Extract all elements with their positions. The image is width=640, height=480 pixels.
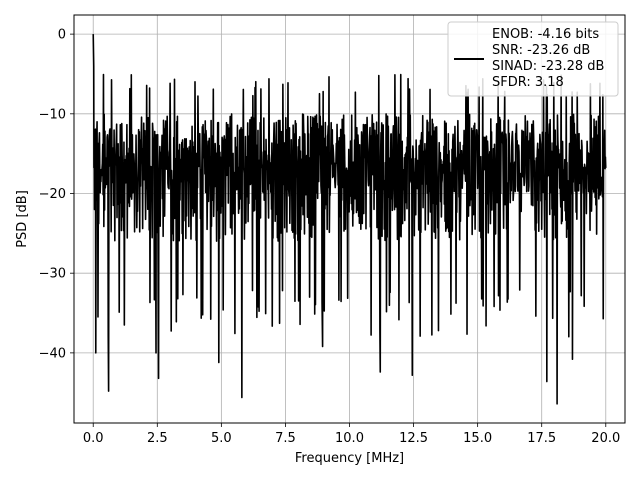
y-tick-label: −40 bbox=[39, 346, 66, 361]
legend-box bbox=[447, 21, 619, 97]
legend: ENOB: -4.16 bits SNR: -23.26 dB SINAD: -… bbox=[447, 21, 619, 97]
legend-entry-sfdr: SFDR: 3.18 bbox=[492, 75, 564, 90]
x-tick-label: 5.0 bbox=[211, 431, 232, 446]
x-axis-label: Frequency [MHz] bbox=[295, 451, 404, 466]
x-tick-label: 10.0 bbox=[335, 431, 364, 446]
x-tick-label: 0.0 bbox=[83, 431, 104, 446]
y-tick-label: −10 bbox=[39, 107, 66, 122]
x-tick-label: 2.5 bbox=[147, 431, 168, 446]
x-tick-label: 12.5 bbox=[399, 431, 428, 446]
y-tick-label: −30 bbox=[39, 267, 66, 282]
x-tick-label: 17.5 bbox=[527, 431, 556, 446]
legend-entry-enob: ENOB: -4.16 bits bbox=[492, 27, 599, 42]
legend-entry-snr: SNR: -23.26 dB bbox=[492, 43, 590, 58]
y-tick-label: 0 bbox=[58, 28, 66, 43]
legend-entry-sinad: SINAD: -23.28 dB bbox=[492, 59, 604, 74]
y-tick-label: −20 bbox=[39, 187, 66, 202]
psd-series bbox=[92, 34, 607, 405]
x-tick-label: 7.5 bbox=[275, 431, 296, 446]
x-axis-ticks: 0.0 2.5 5.0 7.5 10.0 12.5 15.0 17.5 20.0 bbox=[83, 423, 620, 446]
y-axis-ticks: 0 −10 −20 −30 −40 bbox=[39, 28, 74, 361]
psd-line bbox=[92, 34, 607, 405]
x-tick-label: 15.0 bbox=[463, 431, 492, 446]
y-axis-label: PSD [dB] bbox=[15, 190, 30, 248]
x-tick-label: 20.0 bbox=[591, 431, 620, 446]
